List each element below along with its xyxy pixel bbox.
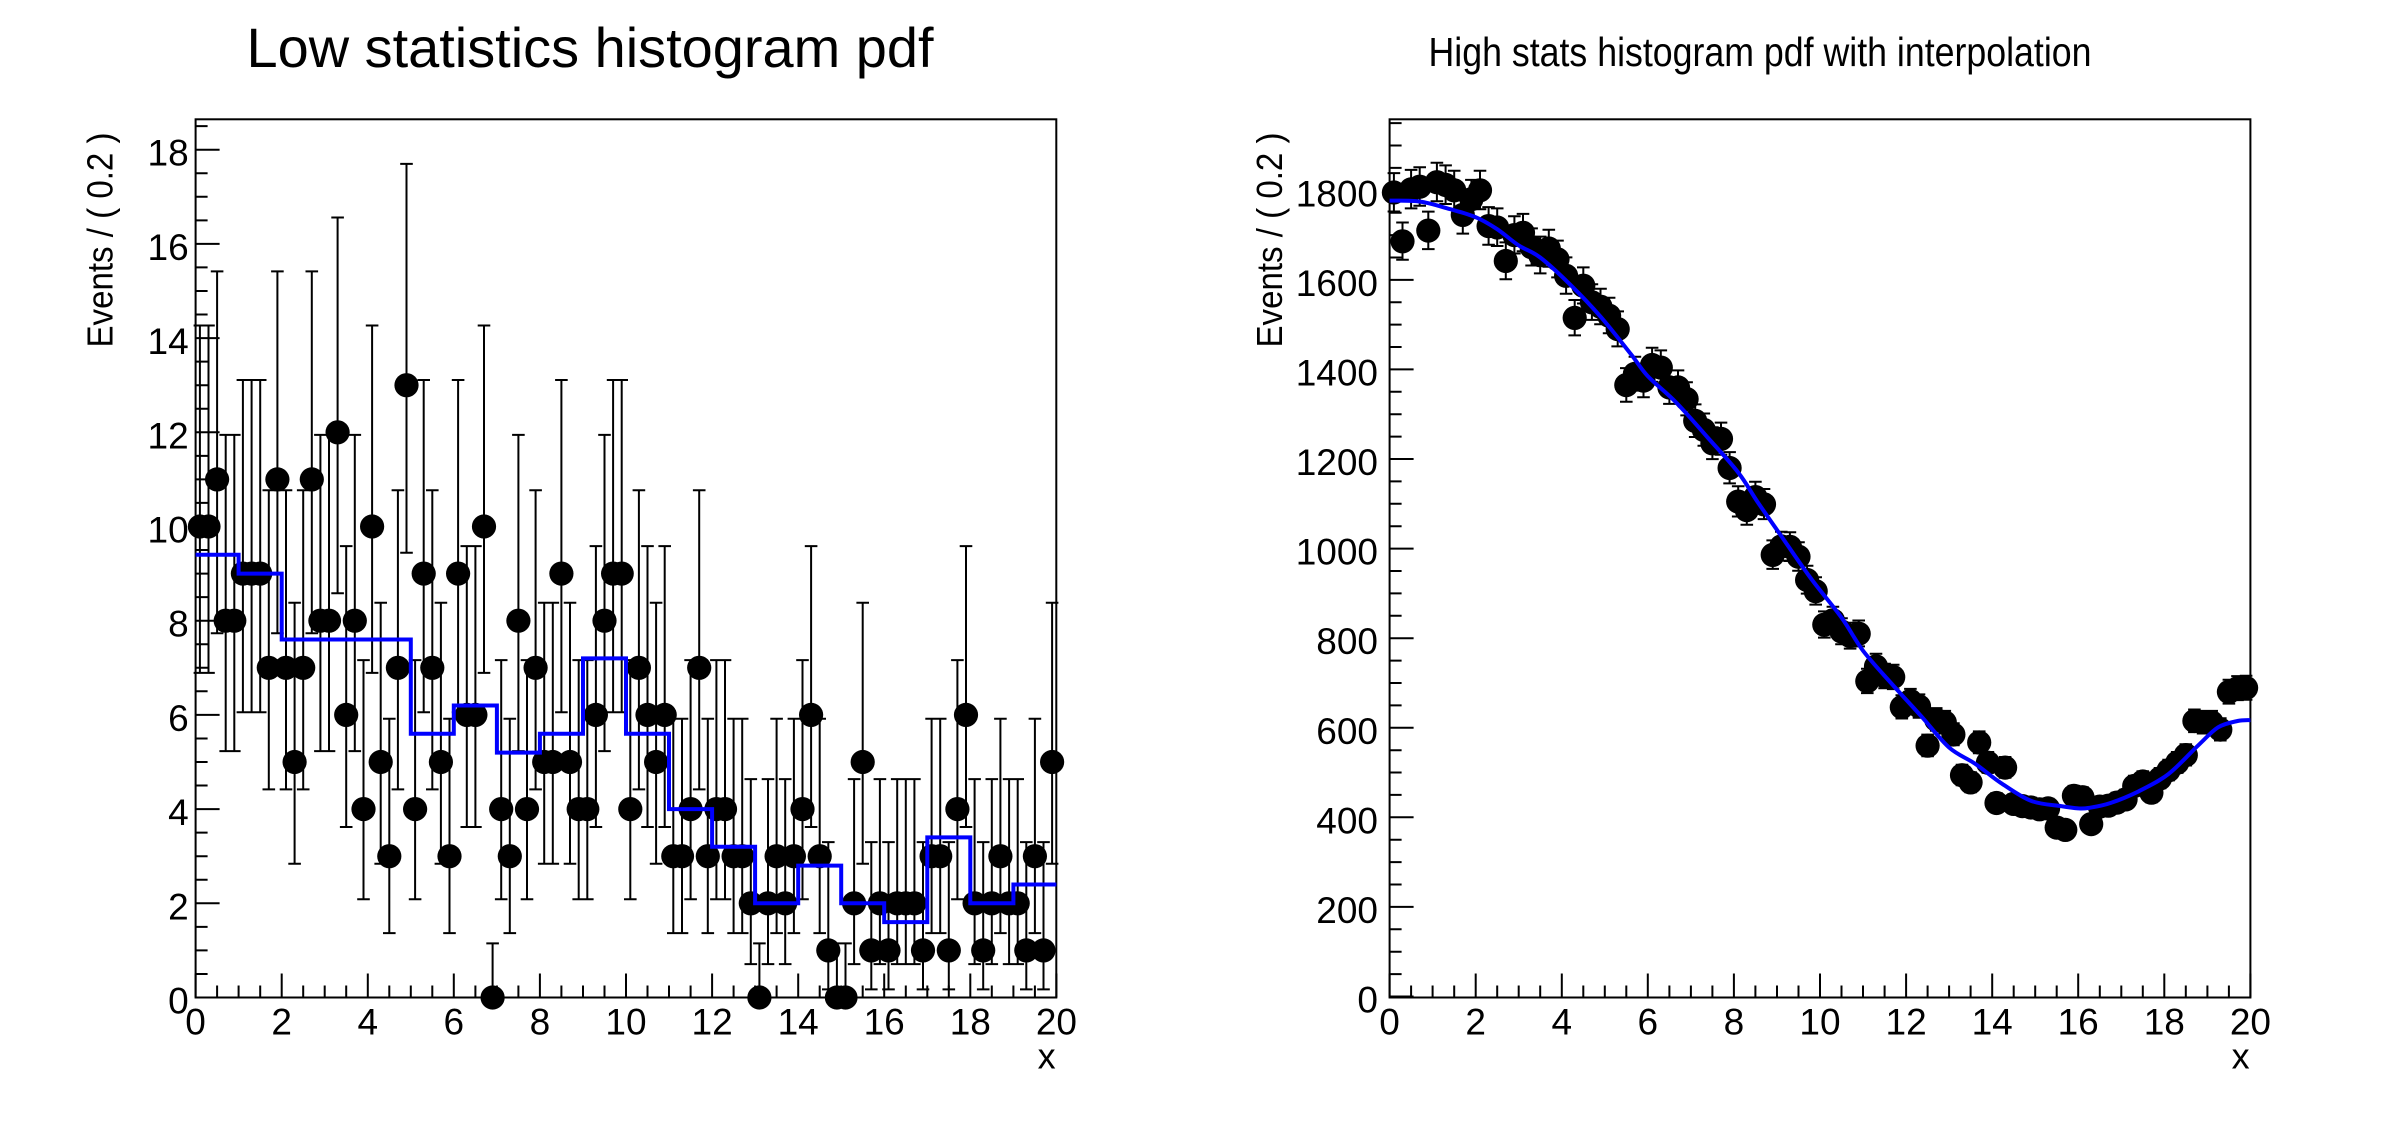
svg-text:6: 6 xyxy=(168,698,189,739)
svg-text:200: 200 xyxy=(1316,890,1378,931)
svg-text:20: 20 xyxy=(1036,1002,1077,1043)
svg-text:Events / ( 0.2 ): Events / ( 0.2 ) xyxy=(80,133,121,348)
svg-text:16: 16 xyxy=(148,227,189,268)
svg-text:20: 20 xyxy=(2230,1002,2271,1043)
svg-text:x: x xyxy=(1038,1035,1056,1076)
svg-text:x: x xyxy=(2232,1035,2250,1076)
svg-text:6: 6 xyxy=(1638,1002,1659,1043)
svg-text:18: 18 xyxy=(950,1002,991,1043)
svg-text:Events / ( 0.2 ): Events / ( 0.2 ) xyxy=(1249,133,1290,348)
svg-text:14: 14 xyxy=(1972,1002,2013,1043)
svg-text:10: 10 xyxy=(148,510,189,551)
svg-text:1400: 1400 xyxy=(1296,352,1378,393)
svg-text:600: 600 xyxy=(1316,711,1378,752)
svg-text:1200: 1200 xyxy=(1296,442,1378,483)
svg-text:0: 0 xyxy=(1357,980,1378,1021)
svg-text:1800: 1800 xyxy=(1296,173,1378,214)
svg-text:1600: 1600 xyxy=(1296,263,1378,304)
svg-text:12: 12 xyxy=(692,1002,733,1043)
svg-text:8: 8 xyxy=(168,604,189,645)
svg-text:4: 4 xyxy=(168,792,189,833)
svg-text:16: 16 xyxy=(2058,1002,2099,1043)
svg-text:10: 10 xyxy=(605,1002,646,1043)
svg-text:4: 4 xyxy=(358,1002,379,1043)
svg-text:10: 10 xyxy=(1799,1002,1840,1043)
svg-text:0: 0 xyxy=(185,1002,206,1043)
svg-text:0: 0 xyxy=(168,981,189,1022)
svg-text:2: 2 xyxy=(1465,1002,1486,1043)
svg-text:2: 2 xyxy=(168,886,189,927)
svg-text:16: 16 xyxy=(864,1002,905,1043)
svg-text:8: 8 xyxy=(1724,1002,1745,1043)
svg-text:0: 0 xyxy=(1379,1002,1400,1043)
svg-text:18: 18 xyxy=(148,133,189,174)
svg-text:8: 8 xyxy=(530,1002,551,1043)
svg-text:12: 12 xyxy=(148,415,189,456)
svg-text:6: 6 xyxy=(444,1002,465,1043)
svg-text:14: 14 xyxy=(778,1002,819,1043)
svg-text:800: 800 xyxy=(1316,621,1378,662)
svg-text:2: 2 xyxy=(271,1002,292,1043)
svg-text:400: 400 xyxy=(1316,800,1378,841)
svg-text:Low statistics histogram pdf: Low statistics histogram pdf xyxy=(247,16,934,79)
svg-text:14: 14 xyxy=(148,321,189,362)
svg-text:1000: 1000 xyxy=(1296,532,1378,573)
svg-text:18: 18 xyxy=(2144,1002,2185,1043)
svg-text:High stats histogram pdf with: High stats histogram pdf with interpolat… xyxy=(1429,29,2092,75)
svg-text:12: 12 xyxy=(1886,1002,1927,1043)
svg-text:4: 4 xyxy=(1552,1002,1573,1043)
